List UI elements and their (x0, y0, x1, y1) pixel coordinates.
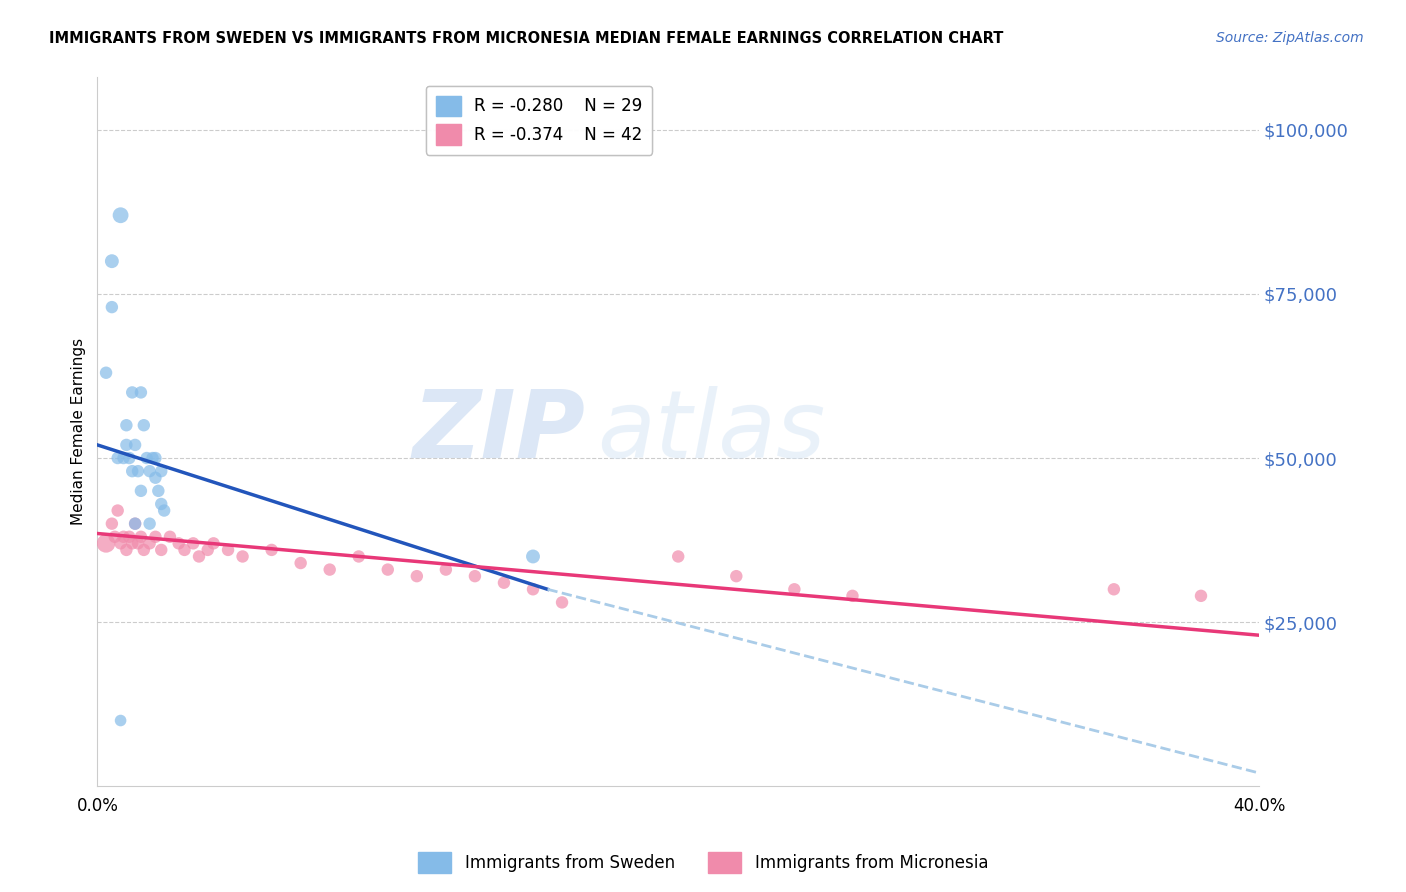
Point (347, 549, 370, 564)
Point (121, 385, 143, 400)
Point (260, 542, 283, 557)
Point (141, 450, 163, 465)
Point (145, 530, 167, 544)
Point (129, 385, 152, 400)
Point (318, 563, 340, 577)
Text: ZIP: ZIP (412, 386, 585, 478)
Point (725, 569, 748, 583)
Point (551, 595, 574, 609)
Point (101, 516, 124, 531)
Point (115, 418, 138, 433)
Point (522, 549, 544, 564)
Point (290, 556, 312, 570)
Point (150, 464, 173, 478)
Point (129, 530, 152, 544)
Point (217, 542, 239, 557)
Legend: R = -0.280    N = 29, R = -0.374    N = 42: R = -0.280 N = 29, R = -0.374 N = 42 (426, 86, 652, 155)
Point (167, 536, 190, 550)
Point (1102, 582, 1125, 597)
Point (150, 497, 173, 511)
Point (112, 450, 135, 465)
Point (121, 464, 143, 478)
Point (129, 483, 152, 498)
Point (110, 714, 132, 728)
Point (522, 582, 544, 597)
Point (124, 516, 146, 531)
Point (110, 208, 132, 222)
Point (434, 563, 457, 577)
Text: IMMIGRANTS FROM SWEDEN VS IMMIGRANTS FROM MICRONESIA MEDIAN FEMALE EARNINGS CORR: IMMIGRANTS FROM SWEDEN VS IMMIGRANTS FRO… (49, 31, 1004, 46)
Legend: Immigrants from Sweden, Immigrants from Micronesia: Immigrants from Sweden, Immigrants from … (411, 846, 995, 880)
Point (666, 549, 689, 564)
Point (110, 536, 132, 550)
Point (1189, 589, 1212, 603)
Point (132, 418, 155, 433)
Point (159, 530, 181, 544)
Point (492, 575, 515, 590)
Point (783, 582, 806, 597)
Text: Source: ZipAtlas.com: Source: ZipAtlas.com (1216, 31, 1364, 45)
Point (94, 536, 117, 550)
Point (145, 471, 167, 485)
Point (173, 542, 195, 557)
Point (150, 542, 173, 557)
Point (115, 542, 138, 557)
Point (104, 530, 127, 544)
Point (145, 450, 167, 465)
Point (841, 589, 863, 603)
Point (377, 563, 399, 577)
Point (107, 450, 129, 465)
Point (101, 254, 124, 268)
Point (112, 530, 135, 544)
Point (135, 450, 157, 465)
Point (127, 464, 149, 478)
Point (118, 530, 141, 544)
Point (121, 536, 143, 550)
Point (405, 569, 427, 583)
Point (124, 438, 146, 452)
Point (124, 516, 146, 531)
Point (115, 438, 138, 452)
Point (127, 536, 149, 550)
Point (101, 300, 124, 314)
Point (232, 549, 254, 564)
Point (202, 536, 225, 550)
Point (148, 483, 170, 498)
Point (138, 536, 160, 550)
Point (138, 464, 160, 478)
Point (197, 542, 219, 557)
Point (94, 366, 117, 380)
Point (132, 542, 155, 557)
Point (464, 569, 486, 583)
Point (138, 516, 160, 531)
Text: atlas: atlas (598, 386, 825, 477)
Y-axis label: Median Female Earnings: Median Female Earnings (72, 338, 86, 525)
Point (107, 503, 129, 517)
Point (118, 450, 141, 465)
Point (181, 536, 204, 550)
Point (188, 549, 211, 564)
Point (153, 503, 176, 517)
